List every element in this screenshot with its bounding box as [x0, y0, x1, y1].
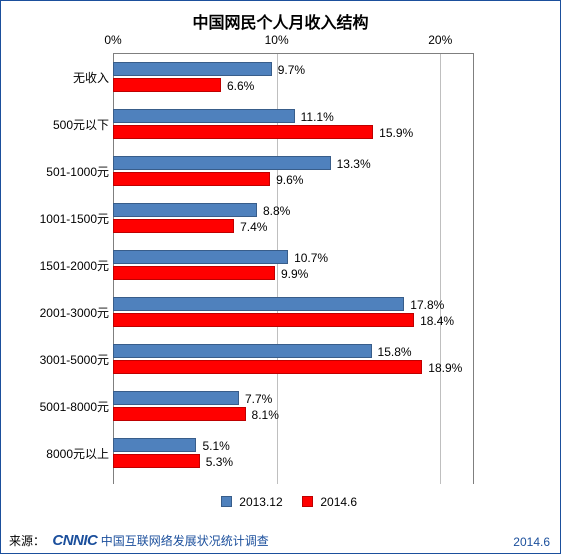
chart-frame: 中国网民个人月收入结构 9.7% 6.6% 11.1% 15.9% 13.3% 9.6% 8… [0, 0, 561, 554]
value-label-s2: 15.9% [379, 126, 413, 140]
value-label-s2: 9.9% [281, 267, 308, 281]
legend-label-s1: 2013.12 [239, 495, 282, 509]
source-text: 中国互联网络发展状况统计调查 [101, 534, 269, 548]
bar-s1 [113, 250, 288, 264]
value-label-s2: 9.6% [276, 173, 303, 187]
bar-s2 [113, 266, 275, 280]
legend-label-s2: 2014.6 [320, 495, 357, 509]
bar-s1 [113, 297, 404, 311]
category-label: 8000元以上 [15, 445, 109, 462]
category-label: 无收入 [15, 69, 109, 86]
category-label: 501-1000元 [15, 163, 109, 180]
value-label-s2: 18.4% [420, 314, 454, 328]
footer-source: 来源： CNNIC 中国互联网络发展状况统计调查 [9, 532, 269, 549]
legend: 2013.12 2014.6 [11, 495, 551, 509]
footer-date: 2014.6 [513, 535, 550, 549]
bar-s2 [113, 360, 422, 374]
bar-s1 [113, 391, 239, 405]
bar-s1 [113, 344, 372, 358]
value-label-s1: 13.3% [337, 157, 371, 171]
category-label: 1501-2000元 [15, 257, 109, 274]
category-label: 3001-5000元 [15, 351, 109, 368]
value-label-s1: 8.8% [263, 204, 290, 218]
bar-s2 [113, 407, 246, 421]
value-label-s2: 7.4% [240, 220, 267, 234]
bar-s2 [113, 125, 373, 139]
value-label-s1: 10.7% [294, 251, 328, 265]
value-label-s1: 9.7% [278, 63, 305, 77]
value-label-s2: 6.6% [227, 79, 254, 93]
category-label: 1001-1500元 [15, 210, 109, 227]
bar-s2 [113, 219, 234, 233]
category-label: 2001-3000元 [15, 304, 109, 321]
value-label-s2: 8.1% [252, 408, 279, 422]
category-label: 5001-8000元 [15, 398, 109, 415]
value-label-s1: 11.1% [301, 110, 334, 124]
legend-swatch-s2 [302, 496, 313, 507]
bar-s1 [113, 203, 257, 217]
plot-area: 9.7% 6.6% 11.1% 15.9% 13.3% 9.6% 8.8% 7.4% 10.7%… [113, 53, 474, 484]
value-label-s1: 7.7% [245, 392, 272, 406]
bar-s1 [113, 438, 196, 452]
bar-s2 [113, 454, 200, 468]
bar-s1 [113, 156, 331, 170]
legend-swatch-s1 [221, 496, 232, 507]
value-label-s1: 15.8% [378, 345, 412, 359]
brand-logo: CNNIC [52, 532, 97, 549]
bar-s2 [113, 78, 221, 92]
bar-s2 [113, 313, 414, 327]
chart-area: 9.7% 6.6% 11.1% 15.9% 13.3% 9.6% 8.8% 7.4% 10.7%… [11, 31, 551, 511]
bar-s2 [113, 172, 270, 186]
category-label: 500元以下 [15, 116, 109, 133]
value-label-s2: 18.9% [428, 361, 462, 375]
source-prefix: 来源： [9, 534, 45, 548]
value-label-s1: 17.8% [410, 298, 444, 312]
bar-s1 [113, 109, 295, 123]
gridline [440, 54, 441, 484]
chart-title: 中国网民个人月收入结构 [1, 1, 560, 33]
x-tick-label: 10% [265, 33, 289, 47]
x-tick-label: 0% [104, 33, 121, 47]
bar-s1 [113, 62, 272, 76]
value-label-s2: 5.3% [206, 455, 233, 469]
x-tick-label: 20% [428, 33, 452, 47]
value-label-s1: 5.1% [202, 439, 229, 453]
